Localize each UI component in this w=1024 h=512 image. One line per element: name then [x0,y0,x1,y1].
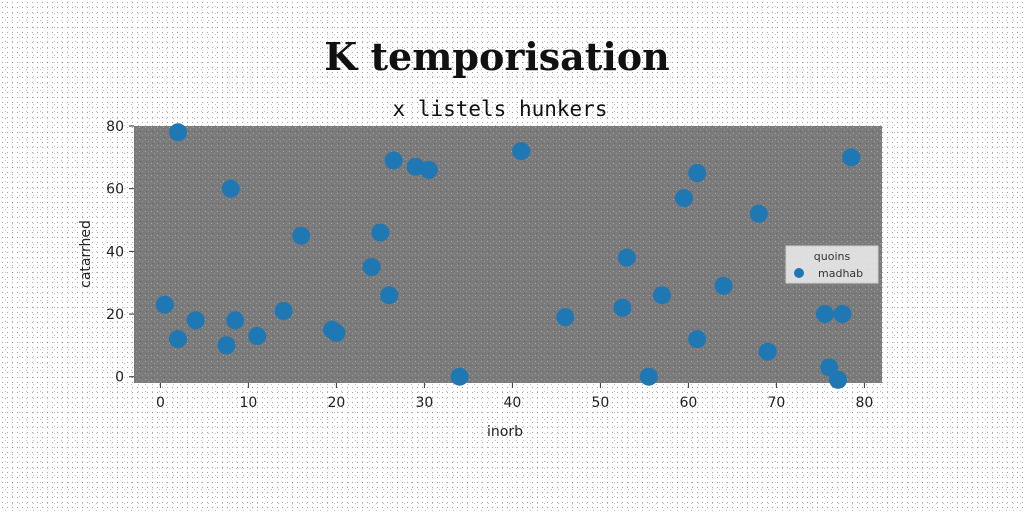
scatter-point [248,326,267,345]
legend-entry-madhab: madhab [818,267,863,280]
y-tick-label: 40 [106,244,124,260]
x-axis-label: inorb [487,424,523,440]
scatter-point [274,301,293,320]
scatter-point [169,330,187,349]
scatter-point [384,151,403,170]
x-tick-label: 50 [591,395,609,411]
x-tick-label: 10 [239,395,257,411]
scatter-point [688,330,707,349]
scatter-point [613,298,632,317]
scatter-point [371,223,390,242]
scatter-point [833,305,852,324]
legend-title: quoins [814,250,851,263]
scatter-point [617,248,636,267]
x-tick-label: 0 [156,395,165,411]
x-tick-label: 20 [327,395,345,411]
scatter-point [221,179,240,198]
scatter-point [362,258,381,277]
scatter-point [226,311,245,330]
chart-subtitle: x listels hunkers [393,97,608,121]
scatter-point [380,286,399,305]
scatter-point [639,367,658,386]
scatter-point [758,342,777,361]
scatter-point [815,305,834,324]
x-axis-ticks: 0 10 20 30 40 50 60 70 80 [156,383,873,411]
scatter-point [155,295,174,314]
scatter-point [186,311,205,330]
scatter-point [688,164,707,183]
chart-title: K temporisation [324,34,670,79]
scatter-point [419,160,438,179]
scatter-point [714,276,733,295]
data-points [155,123,861,389]
scatter-point [327,323,346,342]
y-axis-label: catarrhed [78,220,94,288]
scatter-point [556,308,575,327]
scatter-point [169,123,187,142]
y-tick-label: 80 [106,119,124,135]
y-tick-label: 0 [115,370,124,386]
x-tick-label: 60 [679,395,697,411]
x-tick-label: 30 [415,395,433,411]
x-tick-label: 70 [767,395,785,411]
scatter-point [217,336,236,355]
legend: quoins madhab [785,245,879,284]
scatter-point [450,367,469,386]
y-tick-label: 60 [106,182,124,198]
scatter-point [675,189,693,208]
scatter-point [512,142,531,161]
legend-marker-madhab [794,268,804,278]
scatter-point [653,286,671,305]
x-tick-label: 40 [503,395,521,411]
y-tick-label: 20 [106,307,124,323]
scatter-point [820,358,839,377]
scatter-point [829,370,847,389]
x-tick-label: 80 [855,395,873,411]
scatter-point [292,226,311,245]
scatter-point [842,148,861,167]
y-axis-ticks: 0 20 40 60 80 [106,119,134,386]
scatter-point [749,204,768,223]
